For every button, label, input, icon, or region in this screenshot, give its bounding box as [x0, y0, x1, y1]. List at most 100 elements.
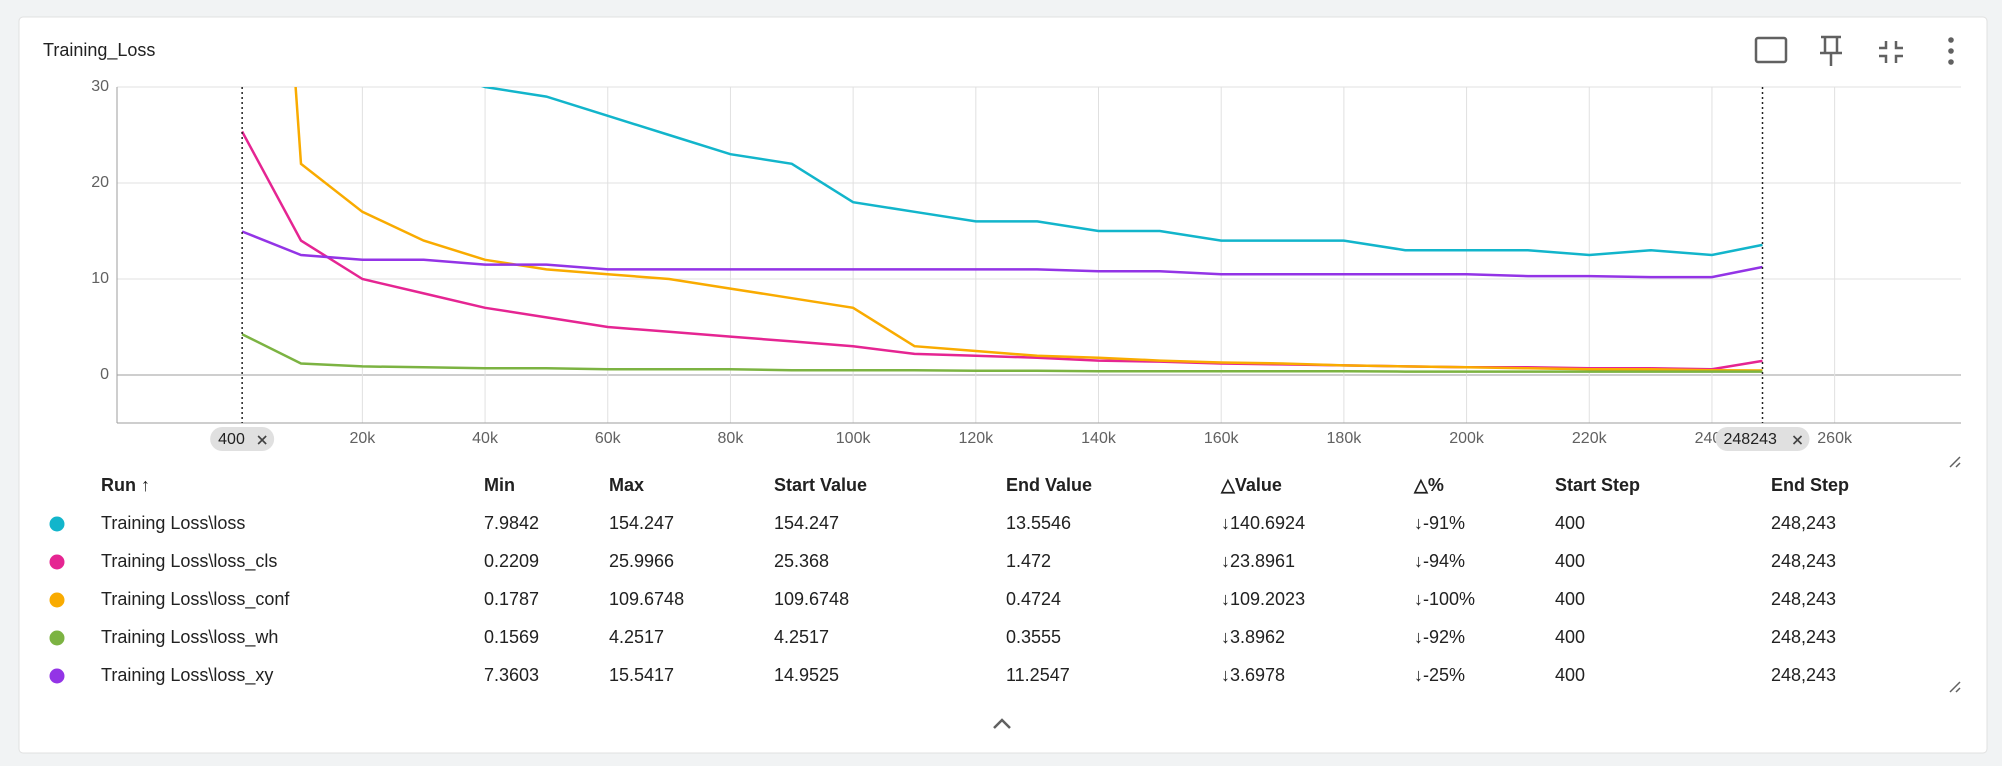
y-tick-label: 10: [91, 270, 109, 287]
x-tick-label: 220k: [1572, 430, 1608, 447]
table-cell: 109.6748: [774, 589, 849, 609]
run-name: Training Loss\loss_cls: [101, 551, 277, 572]
column-header: Start Value: [774, 475, 867, 495]
series-line: [480, 87, 1763, 257]
x-tick-label: 80k: [718, 430, 745, 447]
lines: [241, 87, 1763, 373]
run-color-dot: [49, 554, 65, 570]
table-cell: 248,243: [1771, 589, 1836, 609]
run-name: Training Loss\loss_xy: [101, 665, 273, 686]
table-cell: 400: [1555, 513, 1585, 533]
column-header: Run ↑: [101, 475, 150, 495]
chip-label: 400: [218, 431, 245, 448]
run-name: Training Loss\loss_conf: [101, 589, 290, 610]
table-cell: ↓-92%: [1414, 627, 1465, 647]
card: [18, 16, 1988, 754]
fit-icon[interactable]: [1754, 36, 1788, 64]
y-tick-label: 0: [100, 366, 109, 383]
column-header: △%: [1413, 475, 1444, 495]
table-cell: ↓109.2023: [1221, 589, 1305, 609]
resize-handle[interactable]: [1949, 681, 1961, 693]
table-cell: 4.2517: [609, 627, 664, 647]
y-tick-label: 30: [91, 78, 109, 95]
step-chip[interactable]: 248243: [1715, 427, 1810, 451]
table-cell: 109.6748: [609, 589, 684, 609]
collapse-icon[interactable]: [1879, 41, 1903, 63]
table-cell: 25.9966: [609, 551, 674, 571]
table-cell: ↓23.8961: [1221, 551, 1295, 571]
table-cell: 13.5546: [1006, 513, 1071, 533]
pin-icon[interactable]: [1820, 35, 1842, 66]
chip-label: 248243: [1724, 431, 1777, 448]
table-cell: ↓-94%: [1414, 551, 1465, 571]
column-header: End Step: [1771, 475, 1849, 495]
x-tick-label: 180k: [1327, 430, 1363, 447]
table-cell: ↓-91%: [1414, 513, 1465, 533]
table-cell: 0.1787: [484, 589, 539, 609]
table-cell: 154.247: [609, 513, 674, 533]
table-cell: 11.2547: [1006, 665, 1070, 685]
table-cell: 248,243: [1771, 665, 1836, 685]
column-header: Min: [484, 475, 515, 495]
table-cell: 15.5417: [609, 665, 674, 685]
x-tick-label: 100k: [836, 430, 872, 447]
card-title: Training_Loss: [43, 40, 155, 61]
chip-bg: [1715, 427, 1810, 451]
x-tick-label: 60k: [595, 430, 622, 447]
x-tick-label: 160k: [1204, 430, 1240, 447]
table-cell: 248,243: [1771, 551, 1836, 571]
run-color-dot: [49, 668, 65, 684]
table-cell: 25.368: [774, 551, 829, 571]
column-header: Max: [609, 475, 644, 495]
table-cell: ↓140.6924: [1221, 513, 1305, 533]
run-color-dot: [49, 592, 65, 608]
table-cell: 14.9525: [774, 665, 839, 685]
chip-close: [1792, 435, 1803, 445]
table-cell: 7.3603: [484, 665, 539, 685]
y-tick-label: 20: [91, 174, 109, 191]
x-tick-label: 120k: [958, 430, 994, 447]
column-header: End Value: [1006, 475, 1092, 495]
table-cell: ↓-100%: [1414, 589, 1475, 609]
table-cell: 400: [1555, 589, 1585, 609]
table-cell: 248,243: [1771, 627, 1836, 647]
chip-close: [257, 435, 267, 445]
step-chip[interactable]: 400: [210, 427, 275, 451]
table-cell: 1.472: [1006, 551, 1051, 571]
table-cell: ↓-25%: [1414, 665, 1465, 685]
x-tick-label: 140k: [1081, 430, 1117, 447]
table-cell: 400: [1555, 627, 1585, 647]
run-color-dot: [49, 516, 65, 532]
table-cell: 4.2517: [774, 627, 829, 647]
column-header: Start Step: [1555, 475, 1640, 495]
series-line: [241, 230, 1763, 279]
series-line: [241, 333, 1763, 373]
expand-chevron[interactable]: [993, 718, 1011, 729]
toolbar[interactable]: [1754, 35, 1903, 66]
x-tick-label: 200k: [1449, 430, 1485, 447]
table-cell: ↓3.8962: [1221, 627, 1285, 647]
table-cell: 0.3555: [1006, 627, 1061, 647]
x-tick-label: 40k: [472, 430, 499, 447]
table-cell: 0.1569: [484, 627, 539, 647]
run-name: Training Loss\loss_wh: [101, 627, 278, 648]
table-cell: 7.9842: [484, 513, 539, 533]
resize-handle[interactable]: [1949, 456, 1961, 468]
x-tick-label: 260k: [1817, 430, 1853, 447]
table-cell: 0.4724: [1006, 589, 1061, 609]
run-color-dot: [49, 630, 65, 646]
menu-icon[interactable]: [1948, 37, 1954, 65]
table-cell: ↓3.6978: [1221, 665, 1285, 685]
table-cell: 154.247: [774, 513, 839, 533]
series-line: [294, 87, 1763, 372]
column-header: △Value: [1220, 475, 1282, 495]
chip-bg: [210, 427, 275, 451]
x-tick-label: 20k: [349, 430, 376, 447]
table-cell: 248,243: [1771, 513, 1836, 533]
run-name: Training Loss\loss: [101, 513, 245, 533]
table-cell: 0.2209: [484, 551, 539, 571]
table-cell: 400: [1555, 665, 1585, 685]
table-cell: 400: [1555, 551, 1585, 571]
